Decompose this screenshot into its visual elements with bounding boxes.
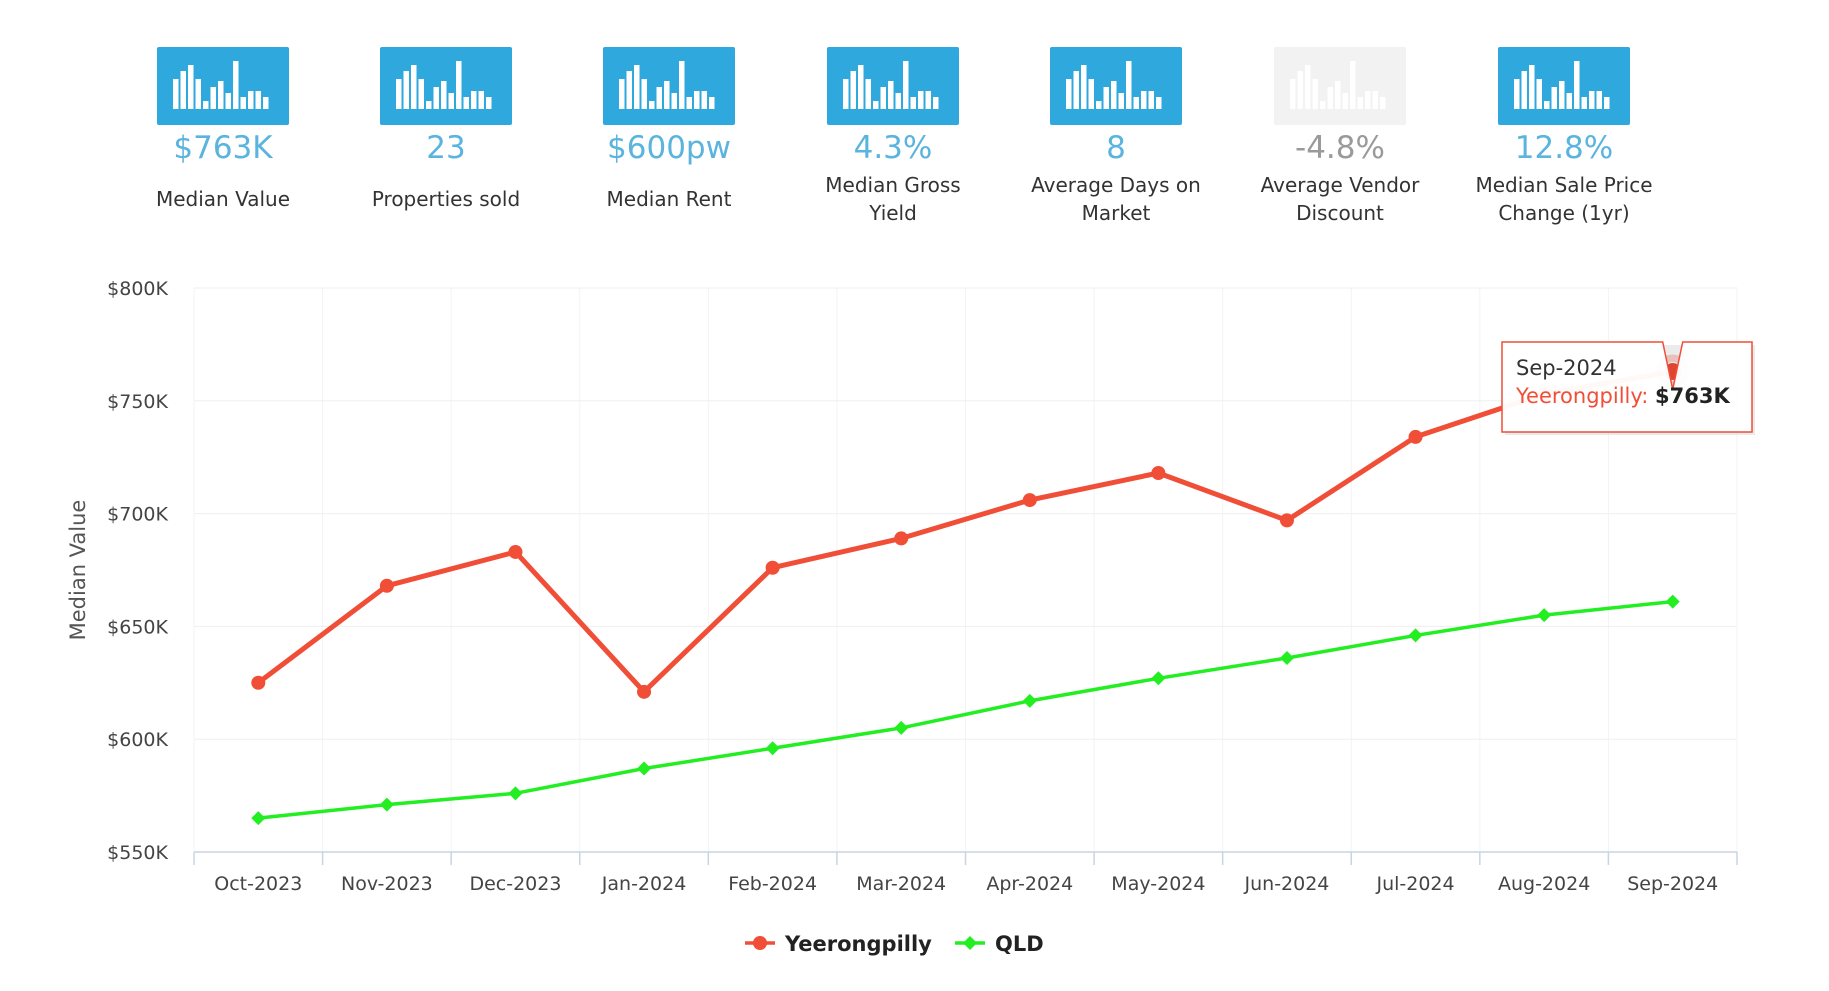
data-point-qld[interactable] — [1022, 693, 1037, 708]
data-point-qld[interactable] — [251, 811, 266, 826]
data-point-yeerongpilly[interactable] — [1022, 493, 1037, 508]
bar-chart-icon[interactable] — [157, 47, 289, 125]
bar-chart-icon[interactable] — [603, 47, 735, 125]
legend-marker[interactable] — [753, 936, 767, 950]
tooltip-value: $763K — [1655, 384, 1730, 408]
tooltip-box — [1501, 341, 1753, 433]
stat-value: 12.8% — [1514, 130, 1614, 166]
stat-average-days-on-market[interactable]: 8 Average Days on Market — [1004, 47, 1228, 227]
data-point-yeerongpilly[interactable] — [508, 544, 523, 559]
bar-chart-icon[interactable] — [380, 47, 512, 125]
y-tick-label: $650K — [107, 616, 168, 638]
data-point-yeerongpilly[interactable] — [637, 684, 652, 699]
stat-value: $600pw — [607, 130, 731, 166]
series-line-qld — [256, 599, 1675, 820]
stat-median-rent[interactable]: $600pw Median Rent — [557, 47, 781, 213]
data-point-qld[interactable] — [1537, 608, 1552, 623]
y-axis-title: Median Value — [66, 500, 90, 641]
y-tick-label: $600K — [107, 729, 168, 751]
x-tick-label: Jul-2024 — [1375, 873, 1454, 895]
stat-label: Median Rent — [606, 187, 732, 211]
x-tick-label: Oct-2023 — [214, 873, 302, 895]
stat-average-vendor-discount: -4.8% Average Vendor Discount — [1228, 47, 1452, 227]
data-point-yeerongpilly[interactable] — [1151, 465, 1166, 480]
line-chart: $550K $600K $650K $700K $750K $800K Oct-2023 No… — [66, 278, 1755, 956]
bar-chart-icon[interactable] — [827, 47, 959, 125]
data-point-qld[interactable] — [379, 797, 394, 812]
stat-label: Median Value — [155, 187, 291, 211]
bar-chart-icon[interactable] — [1498, 47, 1630, 125]
stat-median-value[interactable]: $763K Median Value — [111, 47, 335, 213]
legend-marker[interactable] — [963, 936, 977, 950]
stat-label: Average Days on Market — [1031, 173, 1201, 225]
x-tick-label: Apr-2024 — [986, 873, 1073, 895]
x-tick-label: Feb-2024 — [728, 873, 817, 895]
data-point-yeerongpilly[interactable] — [765, 560, 780, 575]
series-line-yeerongpilly — [255, 368, 1676, 695]
stat-properties-sold[interactable]: 23 Properties sold — [334, 47, 558, 213]
stat-median-gross-yield[interactable]: 4.3% Median Gross Yield — [781, 47, 1005, 227]
x-tick-label: Sep-2024 — [1627, 873, 1718, 895]
data-point-yeerongpilly[interactable] — [1279, 513, 1294, 528]
stat-label: Average Vendor Discount — [1260, 173, 1420, 225]
data-point-qld[interactable] — [765, 741, 780, 756]
stat-median-sale-price-change[interactable]: 12.8% Median Sale Price Change (1yr) — [1452, 47, 1676, 227]
stat-value: 4.3% — [853, 130, 933, 166]
stat-value: -4.8% — [1295, 130, 1385, 166]
stat-label: Properties sold — [371, 187, 521, 211]
tooltip-series-name: Yeerongpilly: — [1515, 384, 1655, 408]
data-point-qld[interactable] — [508, 786, 523, 801]
legend-item-yeerongpilly[interactable]: Yeerongpilly — [784, 932, 932, 956]
stat-value: 8 — [1106, 130, 1126, 166]
x-tick-label: Jun-2024 — [1244, 873, 1330, 895]
stat-label: Median Gross Yield — [825, 173, 961, 225]
data-point-qld[interactable] — [637, 761, 652, 776]
legend-item-qld[interactable]: QLD — [995, 932, 1044, 956]
data-point-yeerongpilly[interactable] — [251, 675, 266, 690]
bar-chart-icon[interactable] — [1050, 47, 1182, 125]
x-tick-label: Mar-2024 — [856, 873, 946, 895]
stat-value: $763K — [173, 130, 273, 166]
x-tick-label: Aug-2024 — [1498, 873, 1590, 895]
x-tick-label: May-2024 — [1111, 873, 1205, 895]
tooltip-category: Sep-2024 — [1516, 356, 1617, 380]
data-point-qld[interactable] — [1151, 671, 1166, 686]
data-point-qld[interactable] — [1665, 594, 1680, 609]
y-tick-label: $700K — [107, 504, 168, 526]
x-tick-label: Nov-2023 — [341, 873, 433, 895]
y-tick-label: $800K — [107, 278, 168, 300]
data-point-yeerongpilly[interactable] — [1408, 429, 1423, 444]
bar-chart-icon — [1274, 47, 1406, 125]
data-point-qld[interactable] — [1279, 650, 1294, 665]
stat-value: 23 — [426, 130, 466, 166]
data-point-yeerongpilly[interactable] — [894, 531, 909, 546]
y-tick-label: $550K — [107, 842, 168, 864]
stat-label: Median Sale Price Change (1yr) — [1475, 173, 1653, 225]
data-point-yeerongpilly[interactable] — [379, 578, 394, 593]
data-point-qld[interactable] — [1408, 628, 1423, 643]
data-point-qld[interactable] — [894, 720, 909, 735]
tooltip-value-line: Yeerongpilly: $763K — [1515, 384, 1730, 408]
x-tick-label: Jan-2024 — [601, 873, 687, 895]
y-tick-label: $750K — [107, 391, 168, 413]
stats-row: $763K Median Value 23 Properties sold $6… — [0, 0, 1829, 240]
x-tick-label: Dec-2023 — [469, 873, 561, 895]
